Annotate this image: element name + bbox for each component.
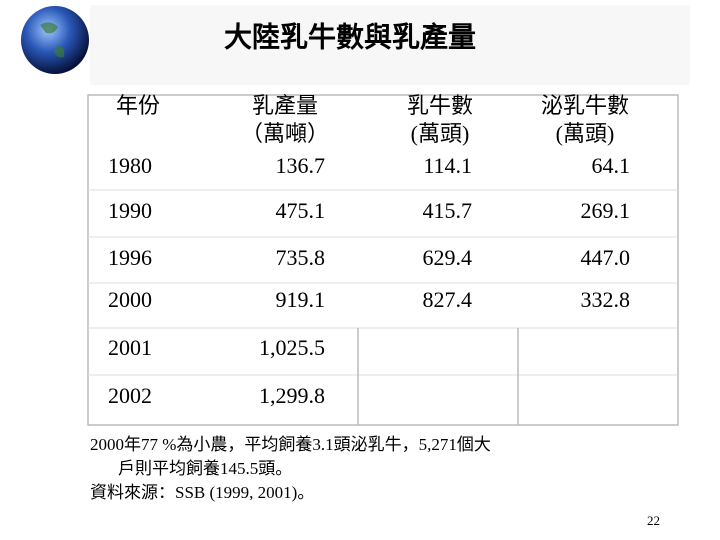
header-cell: (萬頭): [556, 121, 615, 146]
table-cell: 1,299.8: [259, 383, 325, 408]
note-line: 2000年77 %為小農，平均飼養3.1頭泌乳牛，5,271個大: [90, 435, 491, 454]
header-cell: 乳產量: [252, 93, 318, 118]
table-cell: 475.1: [276, 198, 326, 223]
globe-land: [40, 22, 65, 58]
table-cell: 447.0: [581, 245, 631, 270]
table-cell: 735.8: [276, 245, 326, 270]
table-cell: 2001: [108, 335, 152, 360]
header-cell: （萬噸）: [241, 121, 329, 146]
globe-icon: [21, 6, 89, 74]
table-cell: 114.1: [423, 153, 472, 178]
table-cell: 1980: [108, 153, 152, 178]
table-cell: 2002: [108, 383, 152, 408]
column-lines: [357, 328, 519, 425]
table-cell: 269.1: [581, 198, 631, 223]
table-cell: 64.1: [592, 153, 631, 178]
slide-title: 大陸乳牛數與乳產量: [224, 20, 476, 53]
table-cell: 629.4: [423, 245, 473, 270]
table-cell: 1990: [108, 198, 152, 223]
table-cell: 1,025.5: [259, 335, 325, 360]
notes: 2000年77 %為小農，平均飼養3.1頭泌乳牛，5,271個大戶則平均飼養14…: [90, 435, 491, 502]
header-cell: 泌乳牛數: [541, 93, 629, 118]
table: 年份 乳產量 （萬噸） 乳牛數 (萬頭) 泌乳牛數 (萬頭) 1980 136.7 114.1 64…: [108, 93, 630, 408]
table-cell: 827.4: [423, 287, 473, 312]
table-cell: 1996: [108, 245, 152, 270]
table-cell: 332.8: [581, 287, 631, 312]
banner: [90, 5, 690, 85]
header-cell: 年份: [116, 93, 160, 118]
table-cell: 2000: [108, 287, 152, 312]
table-cell: 136.7: [276, 153, 326, 178]
note-line: 資料來源：SSB (1999, 2001)。: [90, 483, 314, 502]
page-number: 22: [647, 513, 660, 528]
header-cell: 乳牛數: [407, 93, 473, 118]
row-lines: [88, 189, 678, 376]
header-cell: (萬頭): [411, 121, 470, 146]
note-line: 戶則平均飼養145.5頭。: [118, 459, 292, 478]
table-cell: 919.1: [276, 287, 326, 312]
table-border: [87, 94, 679, 426]
table-cell: 415.7: [423, 198, 473, 223]
